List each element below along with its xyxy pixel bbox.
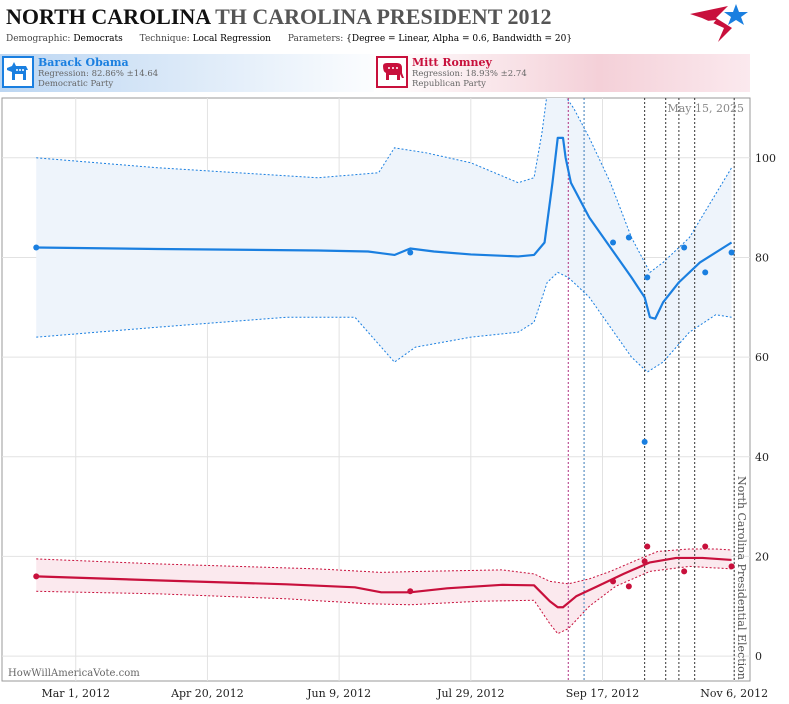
y-tick-label: 0 bbox=[755, 650, 762, 663]
obama-poll-point bbox=[702, 269, 709, 276]
obama-poll-point bbox=[641, 438, 648, 445]
obama-poll-point bbox=[610, 239, 617, 246]
demographic-label: Demographic: bbox=[6, 34, 71, 44]
y-tick-label: 100 bbox=[755, 152, 776, 165]
candidate-name: Barack Obama bbox=[38, 56, 129, 69]
elephant-icon bbox=[376, 56, 408, 88]
romney-lower-bound bbox=[36, 565, 732, 635]
romney-poll-point bbox=[625, 583, 632, 590]
candidate-regression: Regression: 18.93% ±2.74 bbox=[412, 69, 527, 79]
obama-poll-point bbox=[33, 244, 40, 251]
title-race: TH CAROLINA PRESIDENT 2012 bbox=[215, 4, 552, 29]
romney-poll-point bbox=[610, 578, 617, 585]
romney-poll-point bbox=[681, 568, 688, 575]
x-tick-label: Mar 1, 2012 bbox=[41, 687, 110, 700]
x-tick-label: Nov 6, 2012 bbox=[700, 687, 768, 700]
obama-trend-line bbox=[36, 136, 733, 320]
candidate-regression: Regression: 82.86% ±14.64 bbox=[38, 69, 159, 79]
obama-lower-bound bbox=[36, 271, 732, 373]
y-tick-label: 60 bbox=[755, 351, 769, 364]
obama-upper-bound bbox=[36, 98, 732, 274]
parameters-label: Parameters: bbox=[287, 34, 344, 44]
event-label: North Carolina Presidential Election bbox=[735, 476, 748, 680]
romney-poll-point bbox=[641, 558, 648, 565]
date-stamp: May 15, 2025 bbox=[667, 102, 744, 115]
title-state: NORTH CAROLINA bbox=[6, 4, 210, 29]
romney-poll-point bbox=[644, 543, 651, 550]
obama-poll-point bbox=[644, 274, 651, 281]
technique-label: Technique: bbox=[139, 34, 190, 44]
x-tick-label: Apr 20, 2012 bbox=[170, 687, 244, 700]
star-logo-icon bbox=[690, 4, 748, 42]
candidate-card-obama: Barack Obama Regression: 82.86% ±14.64 D… bbox=[0, 54, 394, 92]
parameters-line: Demographic: Democrats Technique: Local … bbox=[6, 34, 572, 44]
romney-upper-bound bbox=[36, 548, 732, 585]
parameters-value: {Degree = Linear, Alpha = 0.6, Bandwidth… bbox=[346, 34, 573, 44]
x-tick-label: Sep 17, 2012 bbox=[566, 687, 640, 700]
y-tick-label: 40 bbox=[755, 451, 769, 464]
y-tick-label: 80 bbox=[755, 251, 769, 264]
obama-poll-point bbox=[681, 244, 688, 251]
x-tick-label: Jul 29, 2012 bbox=[436, 687, 505, 700]
obama-confidence-band bbox=[36, 98, 732, 373]
plot-area bbox=[33, 98, 735, 681]
candidate-name: Mitt Romney bbox=[412, 56, 492, 69]
romney-poll-point bbox=[33, 573, 40, 580]
candidate-party: Democratic Party bbox=[38, 79, 114, 89]
technique-value: Local Regression bbox=[192, 34, 271, 44]
y-tick-label: 20 bbox=[755, 550, 769, 563]
donkey-icon bbox=[2, 56, 34, 88]
obama-poll-point bbox=[728, 249, 735, 256]
obama-poll-point bbox=[625, 234, 632, 241]
romney-poll-point bbox=[702, 543, 709, 550]
romney-trend-line bbox=[36, 556, 732, 609]
obama-poll-point bbox=[407, 249, 414, 256]
header: NORTH CAROLINA TH CAROLINA PRESIDENT 201… bbox=[0, 0, 789, 50]
romney-poll-point bbox=[407, 588, 414, 595]
source-credit: HowWillAmericaVote.com bbox=[8, 668, 140, 679]
candidate-card-romney: Mitt Romney Regression: 18.93% ±2.74 Rep… bbox=[374, 54, 750, 92]
page-title: NORTH CAROLINA TH CAROLINA PRESIDENT 201… bbox=[6, 4, 551, 30]
romney-poll-point bbox=[728, 563, 735, 570]
candidate-party: Republican Party bbox=[412, 79, 486, 89]
x-tick-label: Jun 9, 2012 bbox=[306, 687, 371, 700]
demographic-value: Democrats bbox=[73, 34, 123, 44]
